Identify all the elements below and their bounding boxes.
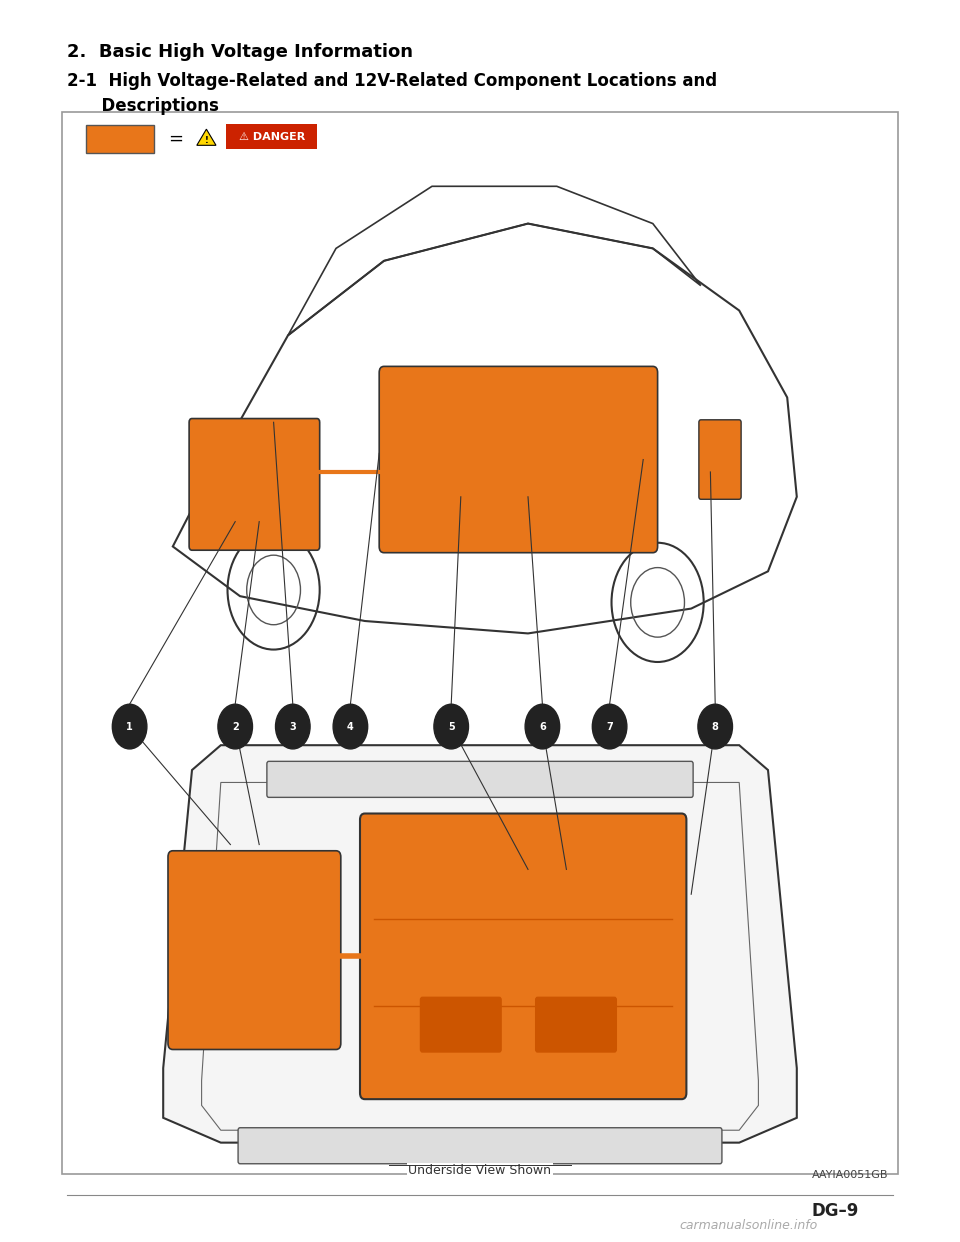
Text: Descriptions: Descriptions	[67, 97, 219, 114]
FancyBboxPatch shape	[360, 814, 686, 1099]
FancyBboxPatch shape	[189, 419, 320, 550]
Text: 4: 4	[347, 722, 354, 732]
Text: 2-1  High Voltage-Related and 12V-Related Component Locations and: 2-1 High Voltage-Related and 12V-Related…	[67, 72, 717, 89]
FancyBboxPatch shape	[267, 761, 693, 797]
Text: 1: 1	[126, 722, 133, 732]
Text: !: !	[204, 135, 208, 145]
FancyBboxPatch shape	[238, 1128, 722, 1164]
Circle shape	[112, 704, 147, 749]
Text: AAYIA0051GB: AAYIA0051GB	[811, 1170, 888, 1180]
FancyBboxPatch shape	[379, 366, 658, 553]
FancyBboxPatch shape	[699, 420, 741, 499]
FancyBboxPatch shape	[226, 124, 317, 149]
Text: DG–9: DG–9	[811, 1202, 859, 1220]
Circle shape	[525, 704, 560, 749]
Text: 5: 5	[447, 722, 455, 732]
Text: 8: 8	[711, 722, 719, 732]
Circle shape	[434, 704, 468, 749]
FancyBboxPatch shape	[536, 997, 616, 1052]
Text: 3: 3	[289, 722, 297, 732]
FancyBboxPatch shape	[168, 851, 341, 1049]
FancyBboxPatch shape	[420, 997, 501, 1052]
Polygon shape	[197, 129, 216, 145]
Circle shape	[218, 704, 252, 749]
Text: ⚠ DANGER: ⚠ DANGER	[238, 132, 305, 142]
Text: carmanualsonline.info: carmanualsonline.info	[680, 1220, 818, 1232]
FancyBboxPatch shape	[62, 112, 898, 1174]
Text: Underside View Shown: Underside View Shown	[409, 1164, 551, 1176]
Text: =: =	[168, 130, 183, 148]
Text: 6: 6	[539, 722, 546, 732]
Text: 2: 2	[231, 722, 239, 732]
Circle shape	[592, 704, 627, 749]
Text: 7: 7	[606, 722, 613, 732]
Polygon shape	[163, 745, 797, 1143]
Circle shape	[333, 704, 368, 749]
Circle shape	[276, 704, 310, 749]
Circle shape	[698, 704, 732, 749]
FancyBboxPatch shape	[86, 125, 154, 153]
Text: 2.  Basic High Voltage Information: 2. Basic High Voltage Information	[67, 43, 413, 61]
